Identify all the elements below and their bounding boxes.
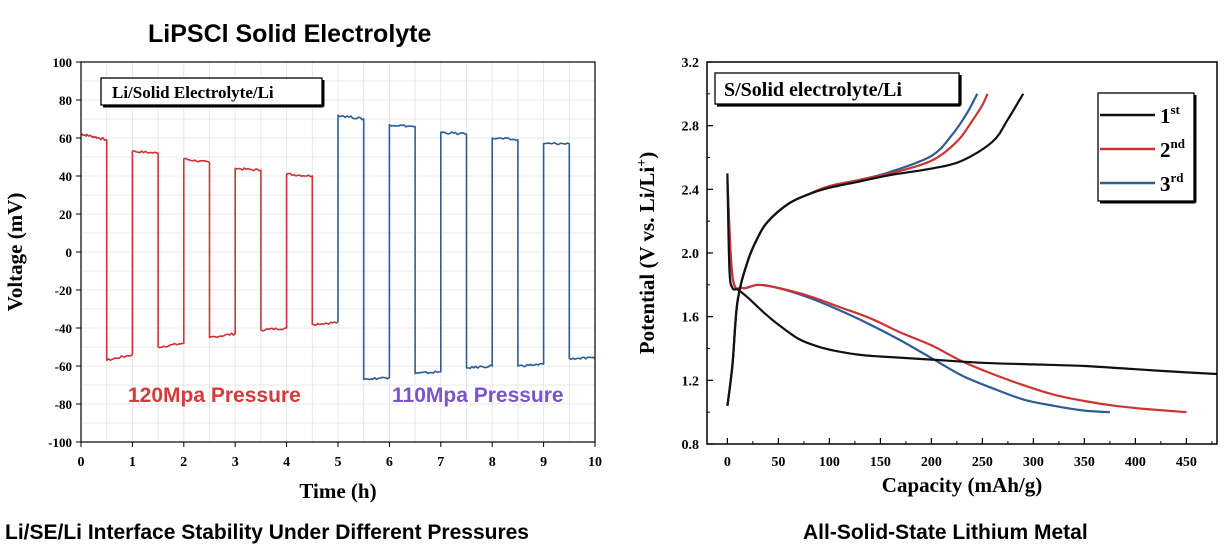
left-chart-title: LiPSCl Solid Electrolyte <box>148 20 432 48</box>
x-tick-label: 1 <box>129 455 136 470</box>
y-tick-label: -40 <box>55 321 72 336</box>
left-caption: Li/SE/Li Interface Stability Under Diffe… <box>5 521 529 544</box>
y-tick-label: 0.8 <box>682 438 700 453</box>
x-tick-label: 3 <box>232 455 239 470</box>
potential-chart-xlabel: Capacity (mAh/g) <box>882 473 1042 497</box>
potential-chart-panel: 0 50 100 150 200 250 300 350 400 450 3.2 2.8 2.4 2.0 1… <box>610 0 1231 520</box>
potential-chart-ylabel-main: Potential (V vs. Li/Li <box>635 167 659 355</box>
y-tick-label: -80 <box>55 397 72 412</box>
y-tick-label: 80 <box>59 93 72 108</box>
x-tick-label: 7 <box>437 455 444 470</box>
discharge-curve-3rd <box>726 181 1110 414</box>
voltage-chart: 0 1 2 3 4 5 6 7 8 9 10 100 80 60 40 20 0 -20 -40 -60 -80 -100… <box>3 55 602 503</box>
x-tick-label: 5 <box>335 455 342 470</box>
potential-chart-inset-box: S/Solid electrolyte/Li <box>714 72 962 107</box>
discharge-curve-1st <box>726 173 1217 376</box>
legend-entries: 1st 2nd 3rd <box>1100 102 1186 196</box>
voltage-chart-panel: 0 1 2 3 4 5 6 7 8 9 10 100 80 60 40 20 0 -20 -40 -60 -80 -100… <box>0 0 610 520</box>
right-caption: All-Solid-State Lithium Metal <box>803 521 1088 544</box>
x-tick-label: 350 <box>1074 455 1095 470</box>
x-tick-label: 2 <box>180 455 187 470</box>
voltage-chart-xlabel: Time (h) <box>299 479 376 503</box>
y-tick-label: 2.4 <box>682 183 700 198</box>
potential-curves <box>726 93 1217 414</box>
x-tick-label: 8 <box>489 455 496 470</box>
x-tick-label: 300 <box>1023 455 1044 470</box>
y-tick-label: -100 <box>48 435 72 450</box>
y-tick-label: 20 <box>59 207 72 222</box>
legend-label: 3rd <box>1160 170 1184 196</box>
y-tick-label: -60 <box>55 359 72 374</box>
x-tick-label: 9 <box>540 455 547 470</box>
x-tick-label: 450 <box>1176 455 1197 470</box>
x-tick-label: 100 <box>819 455 840 470</box>
voltage-chart-ylabel: Voltage (mV) <box>3 193 27 312</box>
legend: 1st 2nd 3rd <box>1097 92 1197 204</box>
y-tick-label: 2.8 <box>682 120 700 135</box>
x-tick-label: 10 <box>588 455 602 470</box>
y-tick-label: 40 <box>59 169 72 184</box>
y-tick-label: 1.2 <box>682 374 700 389</box>
charge-curve-1st <box>726 93 1025 406</box>
potential-chart: 0 50 100 150 200 250 300 350 400 450 3.2 2.8 2.4 2.0 1… <box>635 56 1218 497</box>
x-tick-label: 200 <box>921 455 942 470</box>
x-tick-label: 0 <box>724 455 731 470</box>
voltage-chart-inset-label: Li/Solid Electrolyte/Li <box>112 83 274 102</box>
series-line-120Mpa <box>80 133 339 362</box>
potential-chart-series <box>726 93 1217 414</box>
legend-label: 1st <box>1160 102 1181 128</box>
y-tick-label: 0 <box>66 245 73 260</box>
potential-chart-ticks: 0 50 100 150 200 250 300 350 400 450 3.2 2.8 2.4 2.0 1… <box>682 56 1213 470</box>
y-tick-label: 3.2 <box>682 56 700 71</box>
legend-label: 2nd <box>1160 136 1186 162</box>
x-tick-label: 50 <box>771 455 785 470</box>
x-tick-label: 400 <box>1125 455 1146 470</box>
x-tick-label: 0 <box>78 455 85 470</box>
potential-chart-ylabel-end: ) <box>635 152 659 159</box>
y-tick-label: 2.0 <box>682 247 700 262</box>
discharge-curve-2nd <box>726 181 1187 414</box>
voltage-chart-inset-box: Li/Solid Electrolyte/Li <box>100 77 325 108</box>
charge-curve-3rd <box>726 93 979 406</box>
potential-chart-inset-label: S/Solid electrolyte/Li <box>724 79 902 101</box>
y-tick-label: -20 <box>55 283 72 298</box>
potential-chart-ylabel: Potential (V vs. Li/Li+) <box>635 152 659 354</box>
x-tick-label: 6 <box>386 455 393 470</box>
voltage-chart-series <box>80 114 596 381</box>
x-tick-label: 250 <box>972 455 993 470</box>
annotation-120mpa: 120Mpa Pressure <box>128 384 301 407</box>
potential-chart-ylabel-sup: + <box>635 159 650 167</box>
y-tick-label: 60 <box>59 131 72 146</box>
x-tick-label: 4 <box>283 455 290 470</box>
y-tick-label: 100 <box>53 55 73 70</box>
annotation-110mpa: 110Mpa Pressure <box>392 384 564 407</box>
y-tick-label: 1.6 <box>682 311 700 326</box>
voltage-chart-ticks: 0 1 2 3 4 5 6 7 8 9 10 100 80 60 40 20 0 -20 -40 -60 -80 -100 <box>48 55 602 470</box>
x-tick-label: 150 <box>870 455 891 470</box>
series-line-110Mpa <box>337 114 596 381</box>
